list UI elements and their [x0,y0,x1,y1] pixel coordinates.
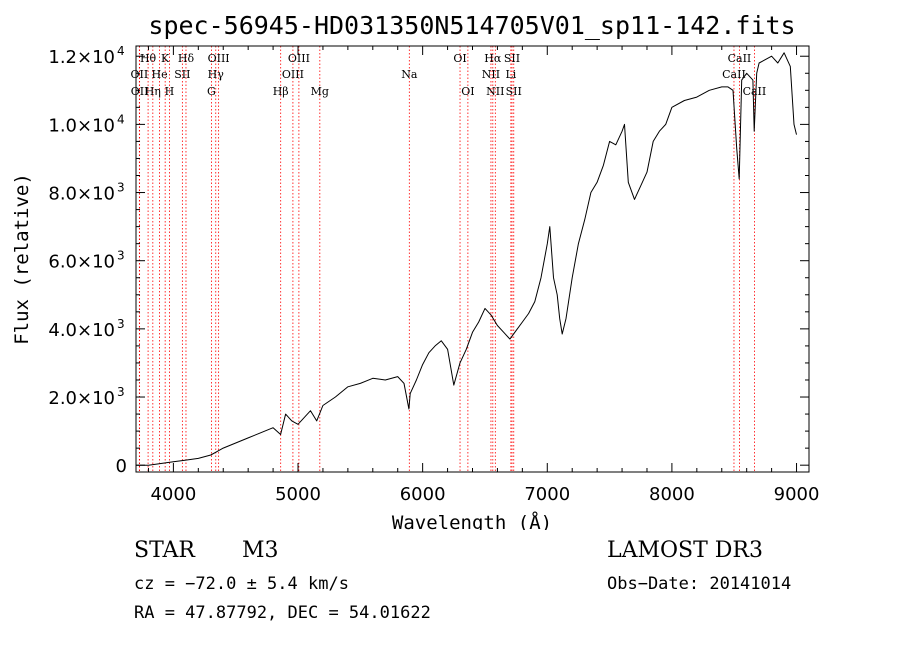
emission-line-label: SII [506,85,522,98]
emission-line-label: OIII [282,68,304,81]
emission-line-label: OIII [288,52,310,65]
survey-name: LAMOST DR3 [607,538,763,563]
spectrum-series [136,52,797,466]
emission-line-label: OIII [208,52,230,65]
x-tick-label: 7000 [524,484,570,505]
emission-line-label: OII [131,85,149,98]
x-tick-label: 8000 [649,484,695,505]
emission-line-label: NII [486,85,504,98]
emission-line-label: He [152,68,168,81]
emission-line-label: Li [505,68,516,81]
plot-frame [135,45,810,473]
redshift-cz: cz = −72.0 ± 5.4 km/s [134,574,349,594]
y-tick-exponent: 3 [117,181,125,195]
y-tick-exponent: 3 [117,249,125,263]
star-class: STAR [134,538,195,563]
star-subclass: M3 [242,538,279,563]
emission-line-label: G [207,85,216,98]
y-tick-label: 2.0×10 [48,388,115,409]
y-tick-exponent: 3 [117,385,125,399]
emission-line-label: Hθ [140,52,157,65]
y-tick-label: 4.0×10 [48,320,115,341]
emission-line-label: OI [461,85,474,98]
y-tick-exponent: 4 [117,44,125,58]
y-tick-label: 6.0×10 [48,252,115,273]
emission-line-label: CaII [743,85,767,98]
y-tick-exponent: 3 [117,317,125,331]
y-tick-label: 1.2×10 [48,47,115,68]
emission-line-label: Hα [484,52,502,65]
y-tick-label: 8.0×10 [48,184,115,205]
observation-date: Obs−Date: 20141014 [607,574,792,594]
emission-line-label: SII [504,52,520,65]
emission-line-label: NII [482,68,500,81]
emission-line-label: H [165,85,175,98]
spectrum-line [136,52,797,466]
x-tick-label: 4000 [150,484,196,505]
y-axis-label: Flux (relative) [11,173,33,345]
emission-line-label: K [161,52,170,65]
emission-line-label: Mg [311,85,329,98]
ra-dec-coordinates: RA = 47.87792, DEC = 54.01622 [134,603,431,623]
spectrum-chart: spec-56945-HD031350N514705V01_sp11-142.f… [11,11,820,530]
emission-line-label: Hβ [273,85,289,98]
chart-title: spec-56945-HD031350N514705V01_sp11-142.f… [148,11,795,40]
emission-line-label: Hγ [208,68,225,81]
x-axis-ticks: 4000 5000 6000 7000 8000 9000 [147,46,820,505]
x-tick-label: 9000 [774,484,820,505]
emission-line-label: Na [401,68,418,81]
y-tick-exponent: 4 [117,112,125,126]
emission-line-label: CaII [728,52,752,65]
emission-line-label: Hδ [178,52,195,65]
emission-line-label: OI [453,52,466,65]
x-tick-label: 6000 [400,484,446,505]
y-axis-ticks: 02.0×10 34.0×10 36.0×10 38.0×10 31.0×10 41.2×… [48,44,809,477]
emission-line-markers [138,46,755,472]
x-axis-label: Wavelength (Å) [392,511,552,530]
emission-line-label: OII [131,68,149,81]
emission-line-label: CaII [722,68,746,81]
y-tick-label: 0 [116,456,127,477]
emission-line-label: SII [174,68,190,81]
x-tick-label: 5000 [275,484,321,505]
y-tick-label: 1.0×10 [48,115,115,136]
emission-line-label: Hη [145,85,161,98]
